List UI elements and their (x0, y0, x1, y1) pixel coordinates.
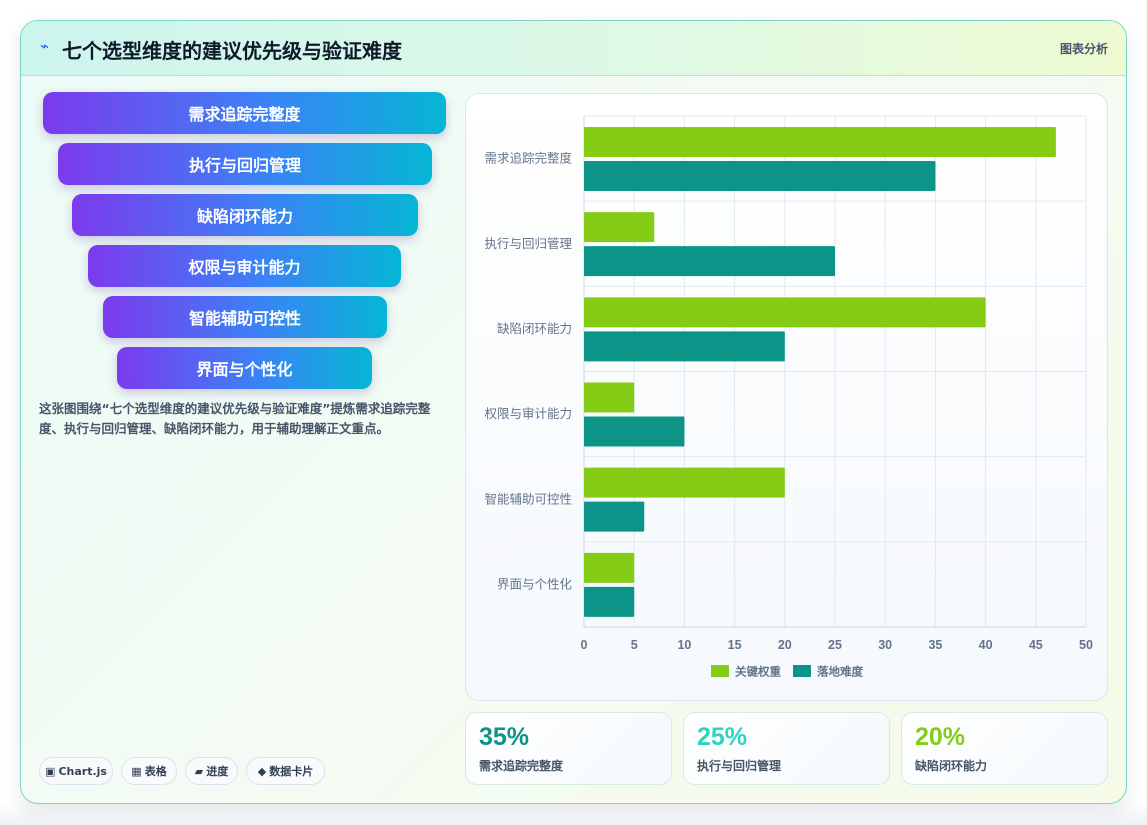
chart-icon: ⌁ (40, 37, 50, 55)
chip-data-card[interactable]: ◆ 数据卡片 (246, 757, 325, 785)
chip-progress[interactable]: ▰ 进度 (185, 757, 238, 785)
x-tick-label: 30 (878, 638, 892, 652)
bar-difficulty (584, 586, 635, 617)
funnel-item[interactable]: 智能辅助可控性 (103, 296, 387, 338)
x-tick-label: 15 (728, 638, 742, 652)
chip-label: 进度 (206, 765, 229, 778)
legend-label: 关键权重 (735, 665, 781, 679)
bar-key-weight (584, 297, 986, 328)
y-tick-label: 权限与审计能力 (484, 406, 572, 421)
x-tick-label: 20 (778, 638, 792, 652)
x-tick-label: 35 (928, 638, 942, 652)
bar-difficulty (584, 501, 645, 532)
chart-box-icon: ▣ (45, 764, 56, 778)
stat-value: 25% (697, 723, 748, 751)
bar-difficulty (584, 161, 936, 191)
bar-key-weight (584, 127, 1056, 157)
table-icon: ▦ (131, 764, 142, 778)
x-tick-label: 5 (631, 638, 638, 652)
progress-icon: ▰ (194, 764, 204, 778)
legend-label: 落地难度 (817, 665, 863, 679)
chip-label: 数据卡片 (269, 765, 314, 778)
x-tick-label: 45 (1029, 638, 1043, 652)
y-tick-label: 界面与个性化 (497, 576, 573, 591)
chip-chartjs[interactable]: ▣ Chart.js (39, 757, 113, 785)
x-tick-label: 25 (828, 638, 842, 652)
header-bar: ⌁ 七个选型维度的建议优先级与验证难度 图表分析 (21, 21, 1126, 76)
chart-analysis-tag: 图表分析 (1059, 42, 1108, 56)
main-card: ⌁ 七个选型维度的建议优先级与验证难度 图表分析 需求追踪完整度 执行与回归管理… (20, 20, 1127, 804)
chart-panel: 需求追踪完整度 执行与回归管理缺陷闭环能力权限与审计能力 智能辅助可控性界面与个性化… (465, 93, 1108, 701)
x-tick-label: 0 (581, 638, 588, 652)
page-title: 七个选型维度的建议优先级与验证难度 (62, 39, 402, 63)
bar-key-weight (584, 382, 635, 413)
legend-swatch (711, 665, 729, 677)
stat-card: 35% 需求追踪完整度 (465, 712, 672, 785)
description-text: 这张图围绕“七个选型维度的建议优先级与验证难度”提炼需求追踪完整度、执行与回归管… (39, 401, 431, 436)
y-tick-label: 执行与回归管理 (484, 236, 572, 251)
bar-difficulty (584, 246, 835, 277)
bar-difficulty (584, 416, 685, 447)
diamond-icon: ◆ (257, 764, 267, 778)
stat-card: 20% 缺陷闭环能力 (901, 712, 1108, 785)
x-tick-label: 50 (1079, 638, 1093, 652)
stat-label: 缺陷闭环能力 (915, 759, 988, 773)
stat-value: 35% (479, 723, 530, 751)
stat-value: 20% (915, 723, 966, 751)
bar-key-weight (584, 212, 655, 243)
funnel-item[interactable]: 界面与个性化 (117, 347, 372, 389)
y-tick-label: 需求追踪完整度 (484, 151, 572, 166)
stat-card: 25% 执行与回归管理 (683, 712, 890, 785)
funnel-item[interactable]: 权限与审计能力 (88, 245, 401, 287)
y-tick-label: 缺陷闭环能力 (497, 321, 572, 336)
legend-swatch (793, 665, 811, 677)
bar-key-weight (584, 552, 635, 583)
bar-chart: 需求追踪完整度执行与回归管理缺陷闭环能力权限与审计能力智能辅助可控性界面与个性化… (484, 115, 1093, 679)
stat-label: 执行与回归管理 (697, 759, 782, 773)
x-tick-label: 40 (979, 638, 993, 652)
chip-label: Chart.js (58, 764, 107, 778)
chip-label: 表格 (144, 765, 167, 778)
chip-table[interactable]: ▦ 表格 (121, 757, 177, 785)
funnel-item[interactable]: 缺陷闭环能力 (72, 194, 418, 236)
x-tick-label: 10 (677, 638, 691, 652)
bar-key-weight (584, 467, 785, 498)
funnel-item[interactable]: 需求追踪完整度 (43, 92, 446, 134)
stat-label: 需求追踪完整度 (479, 759, 564, 773)
funnel-item[interactable]: 执行与回归管理 (58, 143, 432, 185)
y-tick-label: 智能辅助可控性 (484, 491, 572, 506)
bar-difficulty (584, 331, 785, 362)
